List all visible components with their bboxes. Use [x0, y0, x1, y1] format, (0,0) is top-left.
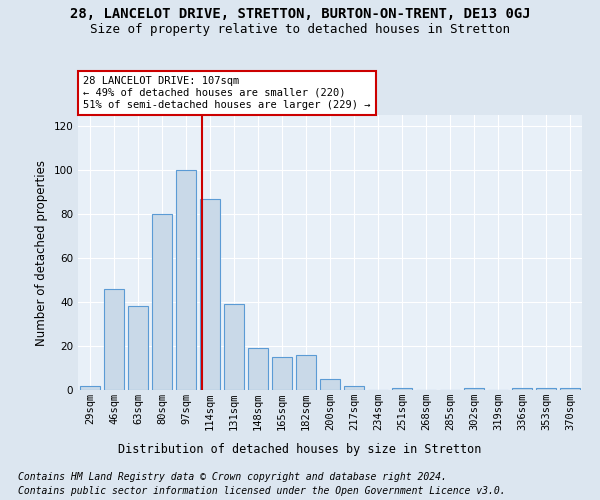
Bar [464, 388, 484, 390]
Bar [104, 289, 124, 390]
Bar [176, 170, 196, 390]
Text: 28, LANCELOT DRIVE, STRETTON, BURTON-ON-TRENT, DE13 0GJ: 28, LANCELOT DRIVE, STRETTON, BURTON-ON-… [70, 8, 530, 22]
Text: 28 LANCELOT DRIVE: 107sqm
← 49% of detached houses are smaller (220)
51% of semi: 28 LANCELOT DRIVE: 107sqm ← 49% of detac… [83, 76, 371, 110]
Bar [200, 198, 220, 390]
Bar [248, 348, 268, 390]
Bar [344, 386, 364, 390]
Bar [128, 306, 148, 390]
Bar [320, 379, 340, 390]
Y-axis label: Number of detached properties: Number of detached properties [35, 160, 48, 346]
Bar [560, 388, 580, 390]
Text: Distribution of detached houses by size in Stretton: Distribution of detached houses by size … [118, 442, 482, 456]
Bar [296, 355, 316, 390]
Bar [392, 388, 412, 390]
Text: Contains public sector information licensed under the Open Government Licence v3: Contains public sector information licen… [18, 486, 506, 496]
Text: Size of property relative to detached houses in Stretton: Size of property relative to detached ho… [90, 22, 510, 36]
Text: Contains HM Land Registry data © Crown copyright and database right 2024.: Contains HM Land Registry data © Crown c… [18, 472, 447, 482]
Bar [512, 388, 532, 390]
Bar [80, 386, 100, 390]
Bar [152, 214, 172, 390]
Bar [224, 304, 244, 390]
Bar [536, 388, 556, 390]
Bar [272, 357, 292, 390]
